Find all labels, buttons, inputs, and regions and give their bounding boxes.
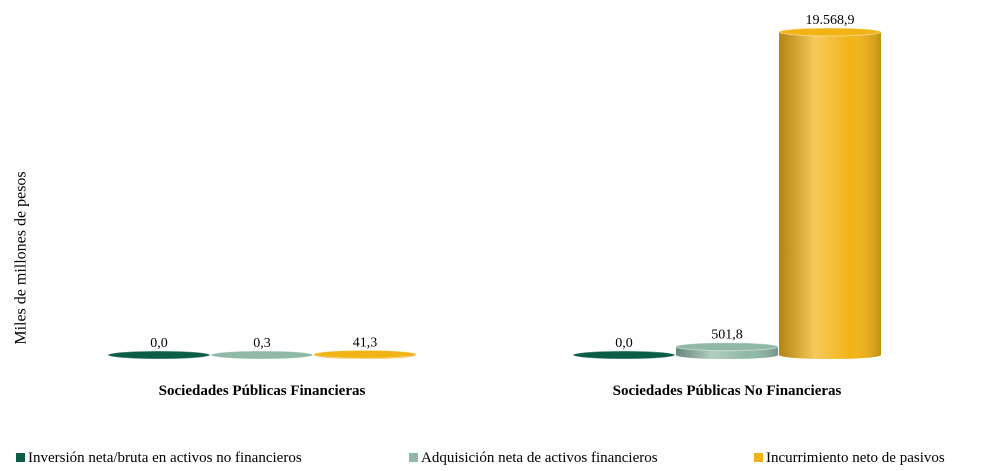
value-label: 0,3 [253, 336, 271, 351]
legend-label: Incurrimiento neto de pasivos [766, 450, 945, 466]
bar-top [107, 350, 211, 360]
value-label: 19.568,9 [806, 13, 855, 28]
legend-swatch [409, 453, 418, 462]
x-tick-label: Sociedades Públicas No Financieras [613, 383, 842, 399]
bar-shade [314, 354, 416, 359]
bar-top [675, 342, 779, 352]
value-label: 41,3 [353, 335, 378, 350]
bar-shade [779, 32, 881, 359]
bar-top [572, 350, 676, 360]
legend-label: Adquisición neta de activos financieros [421, 450, 658, 466]
bar-top [210, 350, 314, 360]
bar-top [313, 349, 417, 359]
value-label: 0,0 [150, 336, 168, 351]
x-tick-label: Sociedades Públicas Financieras [159, 383, 366, 399]
y-axis-label: Miles de millones de pesos [13, 171, 30, 344]
legend-label: Inversión neta/bruta en activos no finan… [28, 450, 302, 466]
value-label: 501,8 [711, 328, 743, 343]
bar-shade [676, 346, 778, 359]
legend-swatch [16, 453, 25, 462]
legend-swatch [754, 453, 763, 462]
value-label: 0,0 [615, 336, 633, 351]
bar-top [778, 27, 882, 37]
